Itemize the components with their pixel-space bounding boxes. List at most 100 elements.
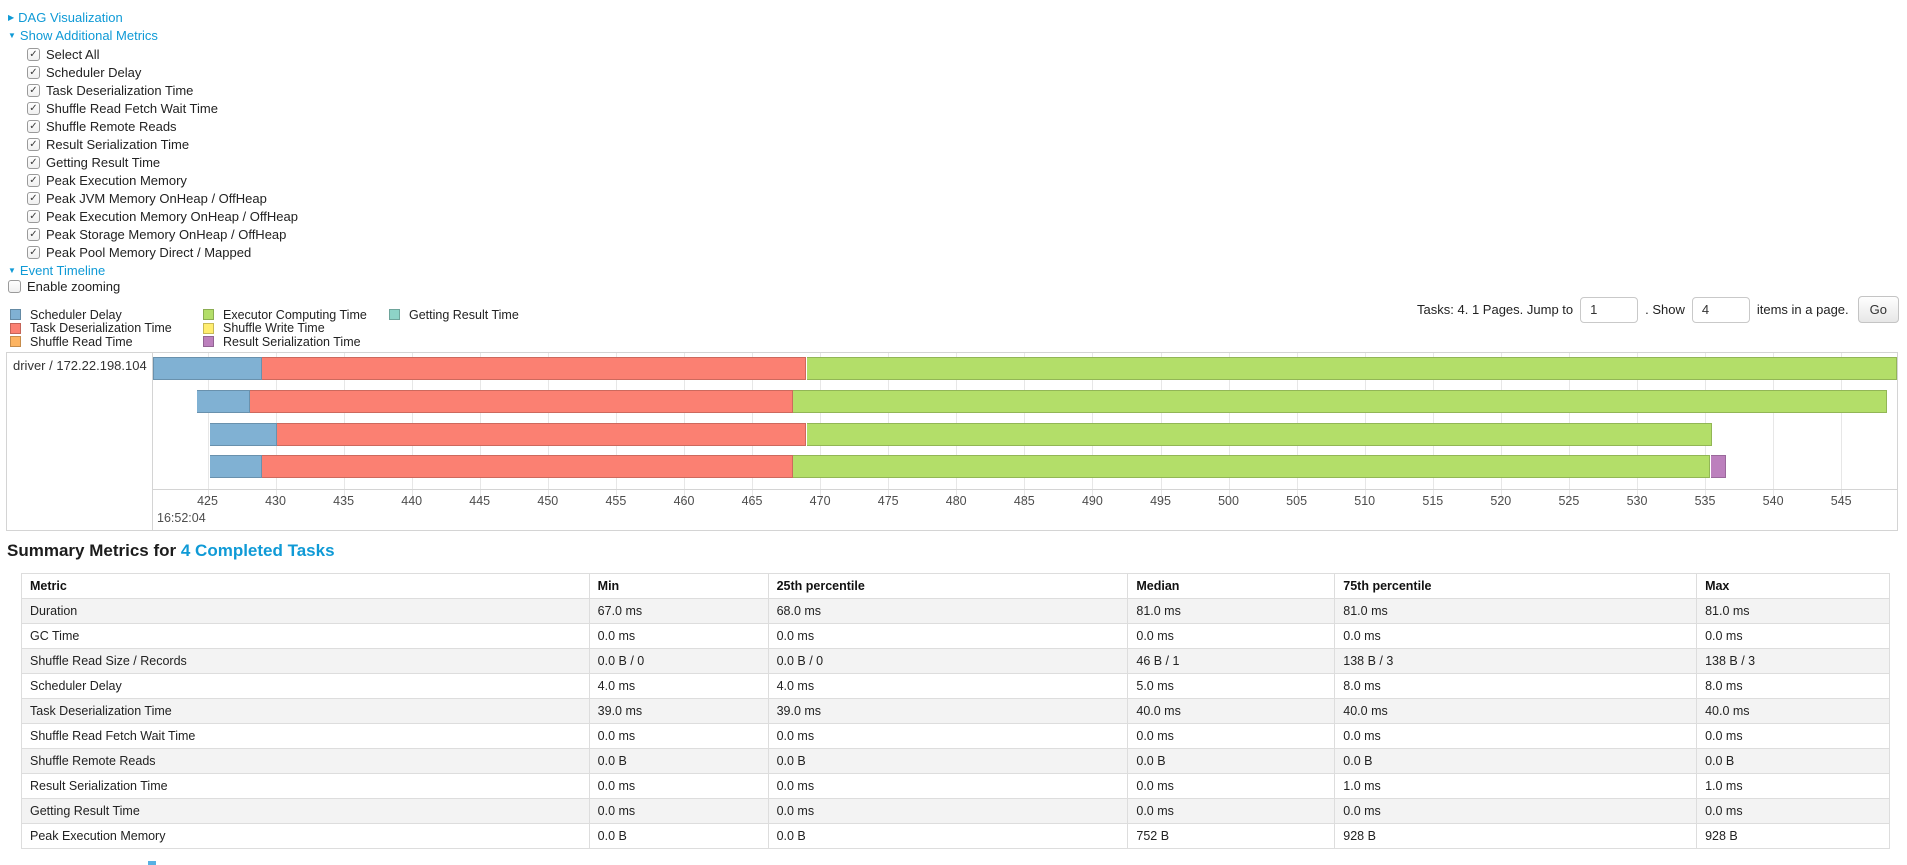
metric-checkbox[interactable] <box>27 138 40 151</box>
show-additional-metrics-link[interactable]: Show Additional Metrics <box>19 28 158 43</box>
metric-checkbox[interactable] <box>27 48 40 61</box>
event-timeline-link[interactable]: Event Timeline <box>19 263 106 278</box>
metric-checkbox[interactable] <box>27 102 40 115</box>
items-per-page-input[interactable] <box>1691 296 1750 323</box>
enable-zooming-row: Enable zooming <box>8 279 120 294</box>
axis-tickmark <box>1568 490 1570 503</box>
metric-checkbox[interactable] <box>27 120 40 133</box>
metric-value-cell: 0.0 B <box>1696 748 1890 774</box>
axis-tickmark <box>275 490 277 503</box>
axis-tickmark <box>1773 490 1775 503</box>
collapse-arrow-icon <box>8 264 16 277</box>
metric-checkbox[interactable] <box>27 66 40 79</box>
task-bar-segment-executor-computing[interactable] <box>806 357 1897 380</box>
metric-value-cell: 0.0 ms <box>767 723 1129 749</box>
event-timeline-toggle[interactable]: Event Timeline <box>8 263 105 278</box>
axis-tick-label: 515 <box>1422 494 1444 508</box>
metric-checkbox-row: Peak Pool Memory Direct / Mapped <box>27 245 251 260</box>
task-bar-segment-scheduler-delay[interactable] <box>210 455 262 478</box>
task-bar-segment-executor-computing[interactable] <box>792 390 1888 413</box>
dag-visualization-toggle[interactable]: DAG Visualization <box>8 10 123 25</box>
timeline-legend-column: Scheduler Delay Task Deserialization Time… <box>10 308 172 349</box>
task-bar-segment-task-deserialization[interactable] <box>249 390 793 413</box>
metric-checkbox[interactable] <box>27 210 40 223</box>
metric-checkbox-row: Peak JVM Memory OnHeap / OffHeap <box>27 191 267 206</box>
metric-value-cell: 752 B <box>1127 823 1336 849</box>
timeline-plot-area: 16:52:04 425 430 435 440 445 450 455 460 465 470 4… <box>153 353 1897 530</box>
task-bar-segment-result-serialization[interactable] <box>1710 455 1726 478</box>
executor-group-column: driver / 172.22.198.104 <box>7 353 153 530</box>
metric-value-cell: 8.0 ms <box>1334 673 1698 699</box>
metric-checkbox[interactable] <box>27 228 40 241</box>
go-button[interactable]: Go <box>1857 296 1899 323</box>
legend-swatch-icon <box>203 309 214 321</box>
axis-tick-label: 510 <box>1354 494 1376 508</box>
metric-checkbox[interactable] <box>27 246 40 259</box>
metric-value-cell: 0.0 ms <box>1127 623 1336 649</box>
metric-checkbox-row: Shuffle Read Fetch Wait Time <box>27 101 218 116</box>
axis-tick-label: 480 <box>945 494 967 508</box>
task-bar-segment-task-deserialization[interactable] <box>261 357 807 380</box>
axis-gridline <box>479 353 481 489</box>
show-additional-metrics-toggle[interactable]: Show Additional Metrics <box>8 28 158 43</box>
task-bar-segment-executor-computing[interactable] <box>792 455 1711 478</box>
axis-tickmark <box>207 490 209 503</box>
summary-table-row: Shuffle Remote Reads 0.0 B 0.0 B 0.0 B 0.0 B… <box>21 748 1890 774</box>
enable-zooming-label: Enable zooming <box>27 279 121 294</box>
metric-checkbox-label: Shuffle Remote Reads <box>46 119 177 134</box>
axis-tickmark <box>1432 490 1434 503</box>
axis-tick-label: 440 <box>401 494 423 508</box>
axis-gridline <box>1024 353 1026 489</box>
metric-value-cell: 0.0 ms <box>1696 723 1890 749</box>
metric-checkbox[interactable] <box>27 156 40 169</box>
metric-name-cell: Scheduler Delay <box>21 673 590 699</box>
metric-value-cell: 4.0 ms <box>588 673 769 699</box>
axis-tickmark <box>752 490 753 503</box>
metric-checkbox[interactable] <box>27 174 40 187</box>
metric-checkbox-label: Peak Execution Memory OnHeap / OffHeap <box>46 209 298 224</box>
axis-tickmark <box>1296 490 1298 503</box>
metric-checkbox-row: Peak Execution Memory <box>27 173 187 188</box>
summary-column-header: Max <box>1696 573 1890 599</box>
task-bar-segment-executor-computing[interactable] <box>806 423 1712 446</box>
jump-to-page-input[interactable] <box>1580 296 1639 323</box>
summary-table-row: Shuffle Read Size / Records 0.0 B / 0 0.0 … <box>21 648 1890 674</box>
metric-value-cell: 0.0 B <box>1334 748 1698 774</box>
metric-checkbox-label: Shuffle Read Fetch Wait Time <box>46 101 218 116</box>
metric-checkbox[interactable] <box>27 84 40 97</box>
metric-checkbox-label: Scheduler Delay <box>46 65 142 80</box>
axis-tickmark <box>411 490 413 503</box>
metric-value-cell: 0.0 B <box>588 823 769 849</box>
clipped-content-fragment <box>148 861 156 865</box>
axis-tick-label: 425 <box>197 494 218 508</box>
metric-value-cell: 67.0 ms <box>588 598 769 624</box>
task-bar-segment-scheduler-delay[interactable] <box>196 390 250 413</box>
legend-label: Shuffle Write Time <box>223 321 325 336</box>
axis-tickmark <box>1160 490 1162 503</box>
task-bar-segment-scheduler-delay[interactable] <box>210 423 277 446</box>
timeline-legend-column: Getting Result Time <box>389 308 519 322</box>
metric-value-cell: 0.0 B / 0 <box>588 648 769 674</box>
task-bar-segment-task-deserialization[interactable] <box>276 423 807 446</box>
task-bar-segment-task-deserialization[interactable] <box>261 455 793 478</box>
metric-checkbox-row: Result Serialization Time <box>27 137 189 152</box>
axis-gridline <box>684 353 685 489</box>
axis-gridline <box>343 353 345 489</box>
metric-checkbox[interactable] <box>27 192 40 205</box>
metric-value-cell: 1.0 ms <box>1696 773 1890 799</box>
summary-table-row: GC Time 0.0 ms 0.0 ms 0.0 ms 0.0 ms 0.0 ms <box>21 623 1890 649</box>
summary-column-header: 25th percentile <box>767 573 1129 599</box>
legend-label: Shuffle Read Time <box>30 334 133 349</box>
legend-swatch-icon <box>10 309 21 321</box>
dag-visualization-link[interactable]: DAG Visualization <box>18 10 123 25</box>
enable-zooming-checkbox[interactable] <box>8 280 21 293</box>
legend-item: Shuffle Write Time <box>203 321 367 336</box>
summary-table-row: Task Deserialization Time 39.0 ms 39.0 ms 4… <box>21 698 1890 724</box>
axis-tickmark <box>1500 490 1502 503</box>
summary-column-header: Min <box>588 573 769 599</box>
axis-tickmark <box>1841 490 1843 503</box>
completed-tasks-link[interactable]: 4 Completed Tasks <box>180 541 335 560</box>
metric-name-cell: Result Serialization Time <box>21 773 590 799</box>
legend-swatch-icon <box>10 336 21 348</box>
task-bar-segment-scheduler-delay[interactable] <box>153 357 262 380</box>
